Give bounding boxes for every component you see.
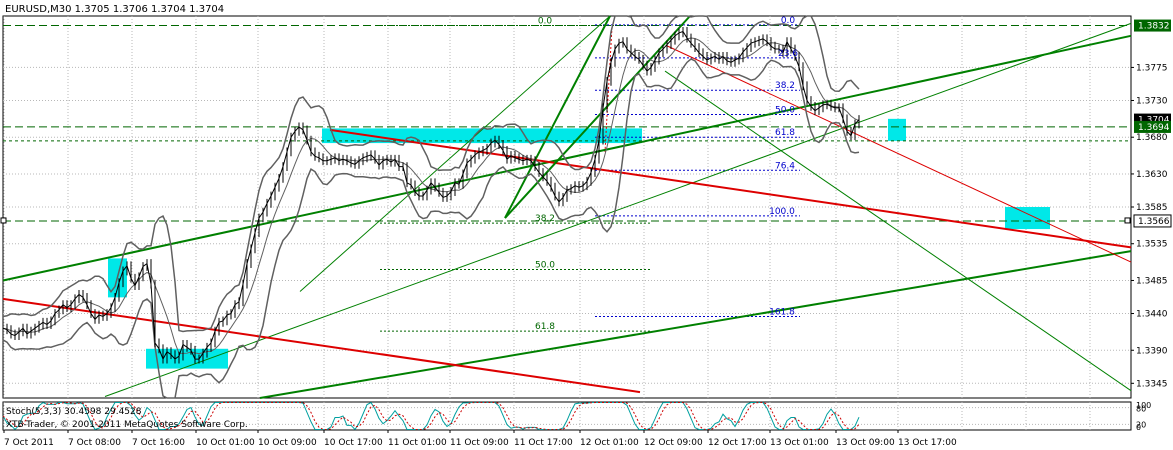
y-tick-label: 1.3730 <box>1136 96 1168 106</box>
trendline-red <box>2 297 641 394</box>
fib-level-label: 76.4 <box>775 161 795 171</box>
x-tick-label: 12 Oct 09:00 <box>644 438 703 448</box>
level-marker <box>1124 217 1131 224</box>
stochastic-title: Stoch(5,3,3) 30.4598 29.4528 <box>6 407 142 417</box>
stochastic-signal-line <box>2 402 860 430</box>
x-tick-label: 7 Oct 08:00 <box>68 438 121 448</box>
trendline-red <box>329 128 1132 249</box>
x-tick-label: 11 Oct 09:00 <box>450 438 509 448</box>
price-label: 1.3832 <box>1138 22 1170 32</box>
x-tick-label: 13 Oct 01:00 <box>770 438 829 448</box>
level-marker <box>0 217 7 224</box>
channel-line-green <box>104 22 1132 398</box>
x-tick-label: 13 Oct 09:00 <box>836 438 895 448</box>
y-tick-label: 1.3630 <box>1136 170 1168 180</box>
fan-line-green <box>299 15 611 292</box>
y-tick-label: 1.3390 <box>1136 346 1168 356</box>
fib-level-label: 50.0 <box>535 260 555 270</box>
y-tick-label: 1.3485 <box>1136 276 1168 286</box>
x-tick-label: 7 Oct 16:00 <box>132 438 185 448</box>
trendline-green <box>259 250 1132 399</box>
chart-title: EURUSD,M30 1.3705 1.3706 1.3704 1.3704 <box>5 4 225 15</box>
fib-level-label: 61.8 <box>775 128 795 138</box>
channel-line-red <box>665 44 1132 263</box>
y-tick-label: 1.3535 <box>1136 240 1168 250</box>
stochastic-y-tick-label: 20 <box>1136 420 1146 429</box>
fib-level-label: 50.0 <box>775 105 795 115</box>
stochastic-y-tick-label: 100 <box>1136 401 1151 410</box>
price-line <box>2 30 860 361</box>
y-tick-label: 1.3775 <box>1136 63 1168 73</box>
stochastic-main-line <box>2 401 860 431</box>
support-resistance-zone <box>888 118 906 141</box>
fib-level-label: 38.2 <box>775 81 795 91</box>
fib-level-label: 100.0 <box>769 207 795 217</box>
stochastic-y-tick-label: 0 <box>1136 423 1141 432</box>
price-label: 1.3694 <box>1138 123 1170 133</box>
bollinger-upper-band <box>2 15 860 333</box>
x-tick-label: 11 Oct 01:00 <box>388 438 447 448</box>
fib-level-label: 38.2 <box>535 214 555 224</box>
stochastic-y-tick-label: 80 <box>1136 405 1146 414</box>
price-label: 1.3704 <box>1138 116 1170 126</box>
x-tick-label: 12 Oct 17:00 <box>708 438 767 448</box>
x-tick-label: 12 Oct 01:00 <box>580 438 639 448</box>
price-label-box <box>1133 214 1172 228</box>
price-label: 1.3566 <box>1138 217 1170 227</box>
bollinger-lower-band <box>2 58 860 399</box>
y-tick-label: 1.3440 <box>1136 310 1168 320</box>
y-tick-label: 1.3680 <box>1136 133 1168 143</box>
support-resistance-zone <box>322 128 642 144</box>
support-resistance-zone <box>1005 207 1050 230</box>
copyright-text: XTB-Trader, © 2001-2011 MetaQuotes Softw… <box>6 420 248 430</box>
price-label-box <box>1134 19 1171 32</box>
x-tick-label: 10 Oct 09:00 <box>258 438 317 448</box>
fib-level-label: 0.0 <box>538 17 553 27</box>
fib-level-label: 23.6 <box>778 49 798 59</box>
y-tick-label: 1.3585 <box>1136 203 1168 213</box>
fib-anchor-line <box>604 26 613 152</box>
x-tick-label: 13 Oct 17:00 <box>898 438 957 448</box>
x-tick-label: 10 Oct 01:00 <box>196 438 255 448</box>
x-tick-label: 10 Oct 17:00 <box>324 438 383 448</box>
price-label-box <box>1134 120 1171 133</box>
fan-line-green <box>504 15 611 219</box>
fan-line-green <box>664 70 1132 392</box>
x-tick-label: 11 Oct 17:00 <box>514 438 573 448</box>
fib-level-label: 161.8 <box>769 307 795 317</box>
x-tick-label: 7 Oct 2011 <box>4 438 54 448</box>
fib-level-label: 61.8 <box>535 322 555 332</box>
y-tick-label: 1.3345 <box>1136 379 1168 389</box>
fib-level-label: 0.0 <box>781 16 796 26</box>
trendline-green <box>2 34 1132 282</box>
